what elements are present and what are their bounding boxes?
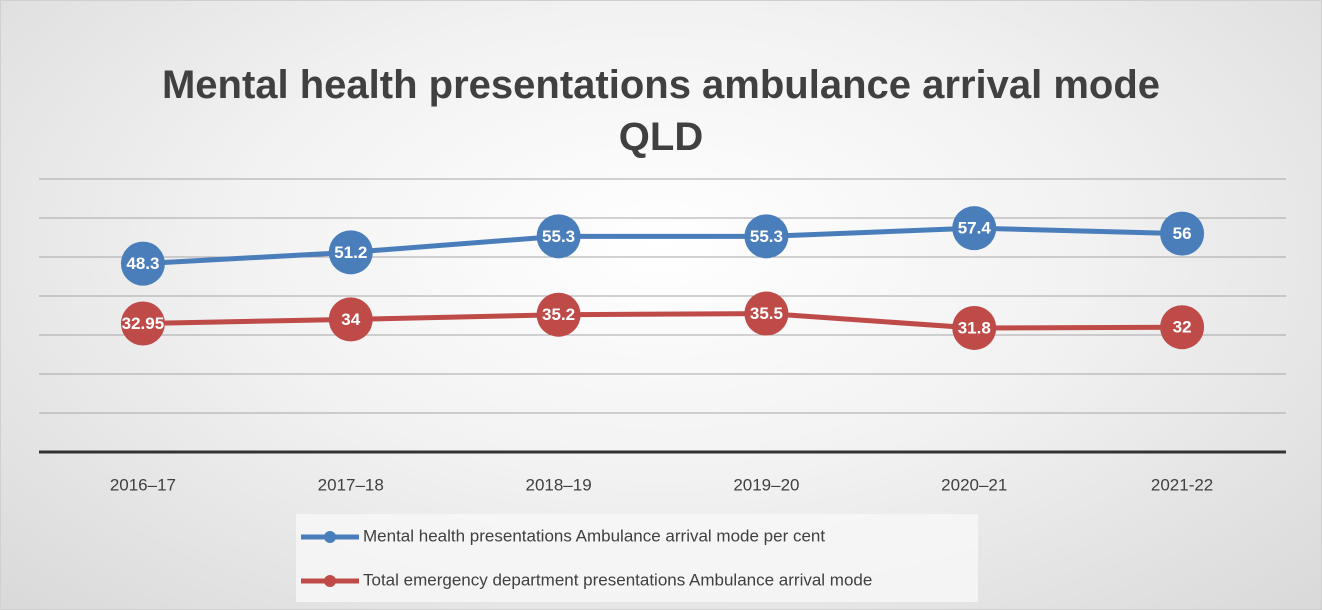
data-label: 32 [1173,318,1192,337]
data-label: 55.3 [542,227,575,246]
legend-marker [324,531,336,543]
x-tick-label: 2018–19 [525,475,591,494]
data-point [744,214,789,259]
data-label: 31.8 [958,318,991,337]
data-point [1160,305,1205,350]
legend-label: Mental health presentations Ambulance ar… [363,526,825,545]
data-label: 34 [341,310,360,329]
data-label: 56 [1173,224,1192,243]
data-label: 55.3 [750,227,783,246]
x-tick-label: 2016–17 [110,475,176,494]
data-label: 48.3 [126,254,159,273]
x-tick-label: 2019–20 [733,475,799,494]
data-label: 35.2 [542,305,575,324]
data-label: 32.95 [122,314,165,333]
chart-title: Mental health presentations ambulance ar… [161,63,1161,159]
series-line [142,311,1183,331]
data-point [744,291,789,336]
x-tick-label: 2021-22 [1151,475,1213,494]
data-point [536,214,581,259]
data-point [120,241,165,286]
legend-box [296,514,978,602]
legend-marker [324,575,336,587]
data-label: 51.2 [334,243,367,262]
x-tick-label: 2020–21 [941,475,1007,494]
data-point [1160,211,1205,256]
data-point [328,230,373,275]
data-point [536,292,581,337]
data-point [952,206,997,251]
series-line [142,225,1183,267]
data-label: 57.4 [958,219,992,238]
legend-label: Total emergency department presentations… [363,570,872,589]
data-label: 35.5 [750,304,783,323]
data-point [328,297,373,342]
data-point [952,305,997,350]
data-point [120,301,165,346]
x-tick-label: 2017–18 [318,475,384,494]
